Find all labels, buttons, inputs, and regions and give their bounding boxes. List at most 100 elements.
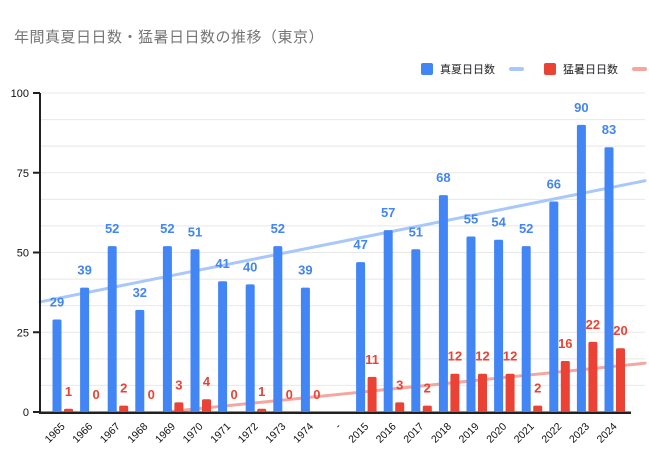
- value-label-red-1970: 4: [203, 374, 211, 389]
- bar-red-2021[interactable]: [533, 405, 543, 412]
- value-label-red-2015: 11: [365, 352, 379, 367]
- x-axis-label-2015: 2015: [346, 421, 371, 446]
- x-axis-label-1968: 1968: [125, 421, 150, 446]
- x-axis-label-1969: 1969: [153, 421, 178, 446]
- value-label-red-2017: 2: [424, 381, 431, 396]
- bar-blue-2016[interactable]: [383, 230, 393, 412]
- bar-blue-1974[interactable]: [300, 287, 310, 412]
- value-label-blue-1971: 41: [215, 256, 229, 271]
- value-label-red-1968: 0: [148, 387, 155, 402]
- value-label-blue-2024: 83: [602, 122, 616, 137]
- bar-red-2015[interactable]: [367, 376, 377, 412]
- value-label-blue-2019: 55: [464, 212, 478, 227]
- value-label-blue-1972: 40: [243, 259, 257, 274]
- x-axis-label-2020: 2020: [484, 421, 509, 446]
- bar-blue-1970[interactable]: [190, 249, 200, 412]
- bar-red-2024[interactable]: [616, 348, 625, 412]
- legend-item-manatsubi[interactable]: 真夏日日数: [421, 61, 524, 77]
- value-label-blue-2023: 90: [574, 100, 588, 115]
- value-label-blue-1967: 52: [105, 221, 119, 236]
- value-label-red-2021: 2: [534, 381, 541, 396]
- legend-label-manatsubi: 真夏日日数: [440, 64, 495, 76]
- bar-blue-2018[interactable]: [438, 195, 448, 412]
- bar-red-2017[interactable]: [422, 405, 432, 412]
- bar-blue-1968[interactable]: [135, 309, 145, 412]
- value-label-red-1972: 1: [258, 384, 265, 399]
- legend: 真夏日日数 猛暑日日数: [421, 61, 647, 77]
- bar-blue-2017[interactable]: [411, 249, 421, 412]
- value-label-blue-1969: 52: [160, 221, 174, 236]
- x-axis-label-1970: 1970: [181, 421, 206, 446]
- legend-label-moshobi: 猛暑日日数: [563, 64, 618, 76]
- x-axis-label-1971: 1971: [208, 421, 233, 446]
- bar-blue-1965[interactable]: [52, 319, 62, 412]
- bar-blue-2020[interactable]: [494, 239, 504, 412]
- x-axis-label-2019: 2019: [457, 421, 482, 446]
- x-axis-label--: -: [333, 420, 344, 431]
- value-label-red-2020: 12: [503, 349, 517, 364]
- bar-blue-2021[interactable]: [521, 246, 531, 412]
- value-label-red-2018: 12: [448, 349, 462, 364]
- value-label-blue-1970: 51: [188, 224, 202, 239]
- bar-red-2020[interactable]: [505, 373, 515, 412]
- x-axis-label-2024: 2024: [595, 421, 620, 446]
- bar-blue-1967[interactable]: [107, 246, 117, 412]
- y-axis-label-25: 25: [17, 327, 29, 339]
- trendline-dash-blue-icon: [509, 67, 524, 71]
- value-label-red-2019: 12: [475, 349, 489, 364]
- value-label-blue-1973: 52: [271, 221, 285, 236]
- value-label-blue-2022: 66: [547, 176, 561, 191]
- bar-blue-2019[interactable]: [466, 236, 476, 412]
- bar-blue-2023[interactable]: [576, 124, 586, 413]
- value-label-blue-1966: 39: [77, 263, 91, 278]
- bar-blue-1966[interactable]: [80, 287, 90, 412]
- x-axis-label-2021: 2021: [512, 421, 537, 446]
- x-axis-label-1973: 1973: [263, 421, 288, 446]
- bar-red-1967[interactable]: [119, 405, 129, 412]
- bar-blue-1971[interactable]: [218, 281, 228, 412]
- x-axis-label-2018: 2018: [429, 421, 454, 446]
- bar-red-2022[interactable]: [560, 360, 570, 412]
- x-axis-label-2017: 2017: [401, 421, 426, 446]
- y-axis-label-100: 100: [11, 88, 29, 100]
- bar-red-2016[interactable]: [395, 402, 405, 412]
- legend-item-moshobi[interactable]: 猛暑日日数: [544, 61, 647, 77]
- value-label-red-2024: 20: [613, 323, 627, 338]
- x-axis-label-1972: 1972: [236, 421, 261, 446]
- value-label-blue-1965: 29: [50, 294, 64, 309]
- bar-blue-1973[interactable]: [273, 246, 283, 412]
- value-label-red-2022: 16: [558, 336, 572, 351]
- value-label-red-2023: 22: [586, 317, 600, 332]
- value-label-red-1967: 2: [120, 381, 127, 396]
- value-label-blue-2020: 54: [491, 215, 506, 230]
- value-label-red-1973: 0: [286, 387, 293, 402]
- value-label-blue-2018: 68: [436, 170, 450, 185]
- y-axis-label-50: 50: [17, 248, 29, 260]
- bar-blue-2022[interactable]: [549, 201, 559, 412]
- y-axis-label-75: 75: [17, 168, 29, 180]
- bar-red-1965[interactable]: [64, 408, 73, 412]
- bar-blue-2015[interactable]: [356, 262, 366, 412]
- x-axis-label-1967: 1967: [98, 421, 123, 446]
- bar-blue-2024[interactable]: [604, 147, 614, 413]
- trendline-blue: [38, 179, 647, 304]
- bar-blue-1972[interactable]: [245, 284, 255, 412]
- value-label-blue-1968: 32: [133, 285, 147, 300]
- bar-red-1970[interactable]: [202, 399, 211, 412]
- value-label-red-1969: 3: [175, 377, 182, 392]
- x-axis-label-2022: 2022: [539, 421, 564, 446]
- bar-red-2019[interactable]: [478, 373, 487, 412]
- value-label-blue-2021: 52: [519, 221, 533, 236]
- value-label-blue-2016: 57: [381, 205, 395, 220]
- value-label-red-1974: 0: [313, 387, 320, 402]
- bar-red-2018[interactable]: [450, 373, 460, 412]
- x-axis-label-1974: 1974: [291, 421, 316, 446]
- bar-red-2023[interactable]: [588, 341, 598, 412]
- value-label-red-1971: 0: [230, 387, 237, 402]
- x-axis-label-2016: 2016: [374, 421, 399, 446]
- bar-blue-1969[interactable]: [162, 246, 172, 412]
- trendline-dash-red-icon: [632, 67, 647, 71]
- bar-red-1972[interactable]: [257, 408, 267, 412]
- bar-red-1969[interactable]: [174, 402, 184, 412]
